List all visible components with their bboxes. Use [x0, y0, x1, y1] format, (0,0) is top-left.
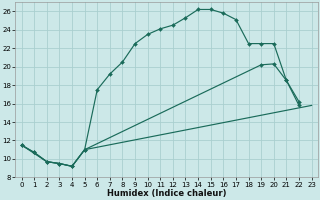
X-axis label: Humidex (Indice chaleur): Humidex (Indice chaleur) — [107, 189, 226, 198]
